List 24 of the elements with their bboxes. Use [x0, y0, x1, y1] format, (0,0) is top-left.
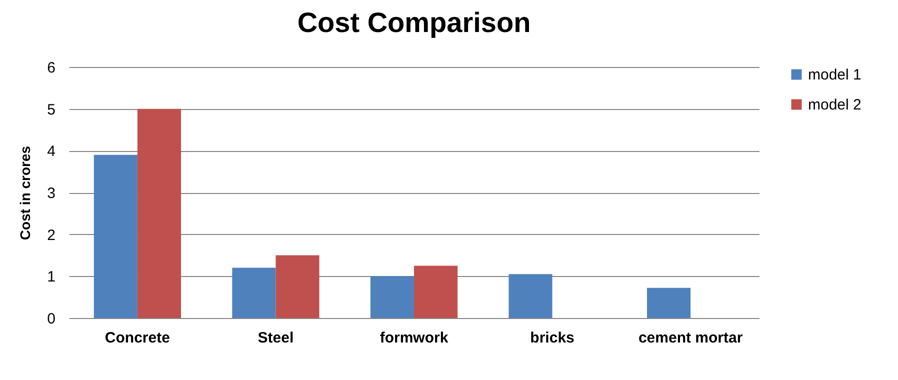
y-tick-label: 3 [47, 185, 56, 202]
bar [137, 108, 182, 318]
y-tick-label: 6 [47, 60, 56, 76]
y-tick-label: 4 [47, 143, 56, 160]
y-tick-label: 5 [47, 101, 56, 118]
chart-title: Cost Comparison [297, 7, 531, 38]
bar [276, 255, 320, 318]
bar [94, 154, 138, 318]
legend-label: model 2 [808, 96, 862, 114]
y-tick-label: 2 [47, 226, 56, 244]
x-tick-label: bricks [530, 330, 574, 346]
bar [508, 274, 552, 318]
y-tick-label: 1 [47, 268, 56, 286]
bar [232, 268, 276, 318]
bar [414, 266, 458, 318]
bar [646, 288, 691, 318]
x-tick-label: cement mortar [638, 330, 743, 346]
x-tick-label: formwork [380, 330, 449, 346]
x-tick-label: Steel [258, 330, 294, 346]
legend-label: model 1 [808, 66, 862, 84]
y-tick-label: 0 [47, 310, 56, 328]
y-axis-title: Cost in crores [17, 146, 34, 240]
x-tick-label: Concrete [104, 330, 170, 346]
bar [370, 276, 414, 318]
